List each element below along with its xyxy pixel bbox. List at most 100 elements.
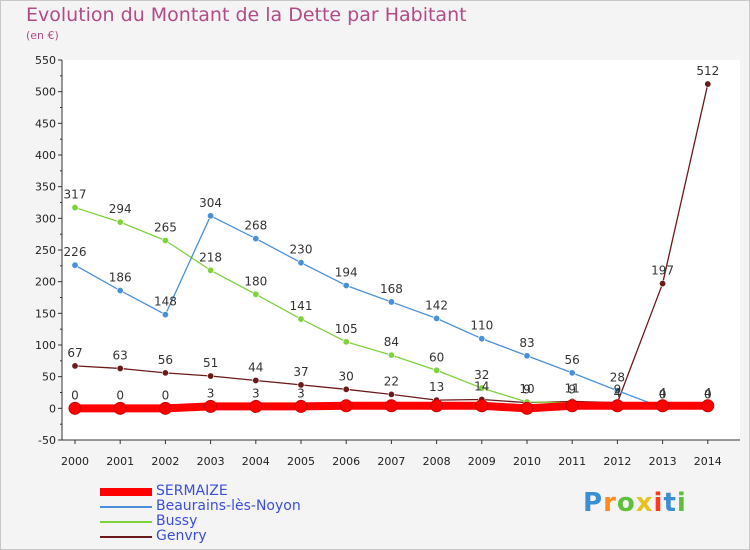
data-label-2: 32 xyxy=(474,368,489,382)
data-point-1 xyxy=(523,352,531,360)
data-point-3 xyxy=(659,280,667,288)
y-tick-label: 50 xyxy=(42,371,56,384)
data-label-3: 30 xyxy=(339,369,354,383)
data-label-2: 60 xyxy=(429,350,444,364)
data-point-3 xyxy=(297,381,305,389)
legend-item-genvry: Genvry xyxy=(100,528,360,545)
legend-label-beaurains: Beaurains-lès-Noyon xyxy=(156,498,301,514)
data-point-1 xyxy=(116,287,124,295)
data-label-2: 141 xyxy=(290,299,313,313)
x-tick-label: 2007 xyxy=(377,455,405,468)
data-label-0: 3 xyxy=(297,386,305,400)
data-label-0: 3 xyxy=(252,386,260,400)
data-point-0 xyxy=(249,399,263,413)
data-label-3: 197 xyxy=(651,264,674,278)
legend-item-sermaize: SERMAIZE xyxy=(100,483,360,500)
data-label-2: 84 xyxy=(384,335,399,349)
data-label-2: 9 xyxy=(568,383,576,397)
x-tick-label: 2006 xyxy=(332,455,360,468)
data-label-0: 0 xyxy=(71,388,79,402)
data-point-0 xyxy=(565,399,579,413)
data-point-2 xyxy=(252,290,260,298)
legend-item-beaurains: Beaurains-lès-Noyon xyxy=(100,498,360,515)
data-point-3 xyxy=(71,362,79,370)
data-label-2: 265 xyxy=(154,221,177,235)
data-point-0 xyxy=(384,399,398,413)
data-point-1 xyxy=(387,298,395,306)
legend-label-bussy: Bussy xyxy=(156,513,198,529)
data-point-3 xyxy=(704,80,712,88)
data-label-0: 3 xyxy=(207,386,215,400)
data-point-3 xyxy=(116,364,124,372)
legend-swatch-bussy xyxy=(100,521,152,523)
data-point-1 xyxy=(297,259,305,267)
data-point-0 xyxy=(113,401,127,415)
legend-swatch-genvry xyxy=(100,536,152,538)
data-point-3 xyxy=(342,385,350,393)
x-tick-label: 2002 xyxy=(151,455,179,468)
data-label-2: 10 xyxy=(519,382,534,396)
x-tick-label: 2012 xyxy=(603,455,631,468)
data-label-1: 194 xyxy=(335,265,358,279)
data-label-2: 294 xyxy=(109,202,132,216)
data-point-2 xyxy=(387,351,395,359)
data-point-0 xyxy=(339,399,353,413)
data-label-1: 268 xyxy=(244,219,267,233)
data-point-0 xyxy=(701,399,715,413)
data-point-0 xyxy=(520,401,534,415)
legend-label-genvry: Genvry xyxy=(156,528,207,544)
data-label-3: 63 xyxy=(113,348,128,362)
data-point-1 xyxy=(433,314,441,322)
data-point-3 xyxy=(161,369,169,377)
logo-letter: r xyxy=(603,488,617,518)
x-tick-label: 2000 xyxy=(61,455,89,468)
data-point-0 xyxy=(158,401,172,415)
data-point-2 xyxy=(297,315,305,323)
x-tick-label: 2003 xyxy=(197,455,225,468)
y-tick-label: 0 xyxy=(49,402,56,415)
data-label-3: 37 xyxy=(293,365,308,379)
logo-letter: i xyxy=(653,488,664,518)
x-tick-label: 2008 xyxy=(423,455,451,468)
data-label-2: 317 xyxy=(64,188,87,202)
data-label-1: 28 xyxy=(610,371,625,385)
data-point-1 xyxy=(478,335,486,343)
y-tick-label: -50 xyxy=(38,434,56,447)
x-tick-label: 2005 xyxy=(287,455,315,468)
x-tick-label: 2001 xyxy=(106,455,134,468)
data-label-3: 9 xyxy=(614,383,622,397)
logo-letter: o xyxy=(616,488,636,518)
data-label-1: 168 xyxy=(380,282,403,296)
y-tick-label: 300 xyxy=(35,212,56,225)
data-point-0 xyxy=(294,399,308,413)
data-label-2: 105 xyxy=(335,322,358,336)
data-label-3: 13 xyxy=(429,380,444,394)
data-label-3: 9 xyxy=(523,383,531,397)
data-label-0: 0 xyxy=(116,388,124,402)
data-point-0 xyxy=(610,399,624,413)
y-tick-label: 200 xyxy=(35,276,56,289)
data-point-1 xyxy=(613,387,621,395)
x-tick-label: 2011 xyxy=(558,455,586,468)
data-point-2 xyxy=(433,366,441,374)
legend-item-bussy: Bussy xyxy=(100,513,360,530)
logo-letter: i xyxy=(676,488,687,518)
chart-title: Evolution du Montant de la Dette par Hab… xyxy=(26,4,467,26)
data-label-1: 0 xyxy=(659,388,667,402)
data-point-3 xyxy=(387,390,395,398)
data-point-2 xyxy=(207,266,215,274)
data-point-0 xyxy=(68,401,82,415)
data-label-3: 44 xyxy=(248,360,263,374)
legend: SERMAIZE Beaurains-lès-Noyon Bussy Genvr… xyxy=(100,483,360,545)
legend-swatch-sermaize xyxy=(100,488,152,496)
y-tick-label: 150 xyxy=(35,307,56,320)
data-label-3: 512 xyxy=(696,64,719,78)
data-point-2 xyxy=(478,384,486,392)
x-tick-label: 2014 xyxy=(694,455,722,468)
data-label-3: 67 xyxy=(67,346,82,360)
x-tick-label: 2013 xyxy=(649,455,677,468)
data-label-3: 14 xyxy=(474,379,489,393)
y-tick-label: 450 xyxy=(35,117,56,130)
data-point-2 xyxy=(161,237,169,245)
